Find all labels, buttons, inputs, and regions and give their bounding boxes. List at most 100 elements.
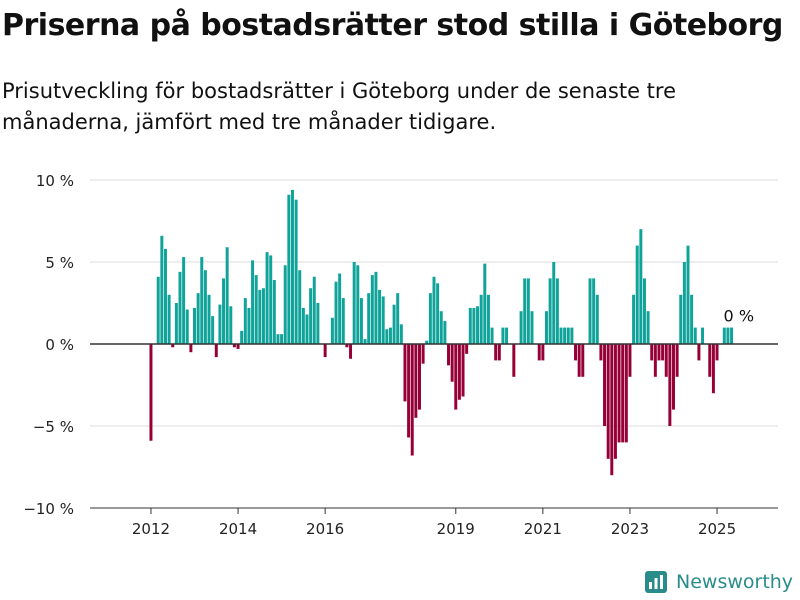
bar: [639, 229, 643, 344]
bar: [254, 275, 258, 344]
bar: [316, 303, 320, 344]
bar: [265, 252, 269, 344]
bar: [280, 334, 284, 344]
bar: [570, 327, 574, 344]
x-tick-label: 2019: [437, 520, 475, 538]
bar: [530, 311, 534, 344]
bar: [479, 294, 483, 344]
bar: [675, 344, 679, 377]
bar: [697, 344, 701, 361]
bar: [193, 307, 196, 344]
bar: [425, 340, 429, 344]
bar: [428, 293, 432, 344]
bar: [407, 344, 411, 438]
bar: [305, 314, 309, 344]
x-tick-label: 2025: [698, 520, 736, 538]
bar: [171, 344, 175, 348]
brand-footer: Newsworthy: [644, 570, 793, 594]
bar: [392, 304, 396, 344]
bar: [414, 344, 418, 418]
bar: [490, 327, 494, 344]
bar: [240, 330, 244, 344]
bar: [595, 294, 599, 344]
bar: [447, 344, 451, 366]
bar: [552, 262, 556, 344]
chart-title: Priserna på bostadsrätter stod stilla i …: [2, 8, 783, 43]
bar: [653, 344, 657, 377]
bar: [686, 245, 690, 344]
bar: [301, 307, 305, 344]
bar: [708, 344, 712, 377]
bar: [207, 294, 211, 344]
bar: [432, 276, 436, 344]
bar: [341, 298, 345, 344]
bar: [613, 344, 617, 459]
bar: [330, 317, 334, 344]
bar: [196, 293, 200, 344]
bar: [635, 245, 639, 344]
bar: [222, 278, 226, 344]
bar: [149, 344, 153, 441]
bar: [690, 294, 694, 344]
bar: [642, 278, 646, 344]
newsworthy-logo-icon: [645, 571, 667, 593]
bar: [251, 260, 255, 344]
bar: [617, 344, 621, 443]
bar: [156, 276, 160, 344]
bar: [715, 344, 719, 361]
bar: [388, 327, 392, 344]
bar: [247, 307, 251, 344]
bar: [726, 327, 730, 344]
bar: [356, 265, 360, 344]
bar: [203, 270, 207, 344]
bar: [555, 278, 559, 344]
bar: [294, 199, 298, 344]
bar: [501, 327, 505, 344]
bar: [603, 344, 607, 426]
bar: [610, 344, 614, 476]
bar: [370, 275, 374, 344]
bar: [632, 294, 636, 344]
bar: [276, 334, 280, 344]
bar: [624, 344, 628, 443]
y-tick-label: −10 %: [23, 500, 74, 518]
bar: [701, 327, 705, 344]
last-value-label: 0 %: [724, 307, 754, 326]
x-tick-label: 2016: [306, 520, 344, 538]
bar: [367, 293, 371, 344]
bar: [548, 278, 552, 344]
bar: [167, 294, 171, 344]
y-tick-label: 10 %: [36, 172, 74, 190]
bar: [334, 281, 338, 344]
bar: [545, 311, 548, 344]
bar: [272, 280, 276, 344]
bar: [664, 344, 668, 377]
bar: [454, 344, 458, 410]
y-tick-label: 5 %: [45, 254, 74, 272]
bar: [563, 327, 567, 344]
bar: [243, 298, 247, 344]
bar: [577, 344, 581, 377]
bar: [682, 262, 686, 344]
bar: [178, 271, 182, 344]
bar: [345, 344, 349, 348]
bar: [574, 344, 578, 361]
chart-subtitle: Prisutveckling för bostadsrätter i Göteb…: [2, 79, 676, 134]
bar: [646, 311, 650, 344]
bar: [450, 344, 454, 382]
bar: [385, 329, 389, 344]
bar: [693, 327, 697, 344]
bar: [417, 344, 421, 410]
bar: [287, 194, 291, 344]
y-tick-label: −5 %: [33, 418, 74, 436]
bar: [174, 303, 178, 344]
bar: [182, 257, 186, 344]
bar: [599, 344, 603, 361]
bar: [410, 344, 414, 456]
y-tick-label: 0 %: [45, 336, 74, 354]
x-tick-label: 2014: [219, 520, 257, 538]
bar: [519, 311, 523, 344]
bar: [606, 344, 610, 459]
bar: [163, 248, 167, 344]
bar: [439, 311, 443, 344]
